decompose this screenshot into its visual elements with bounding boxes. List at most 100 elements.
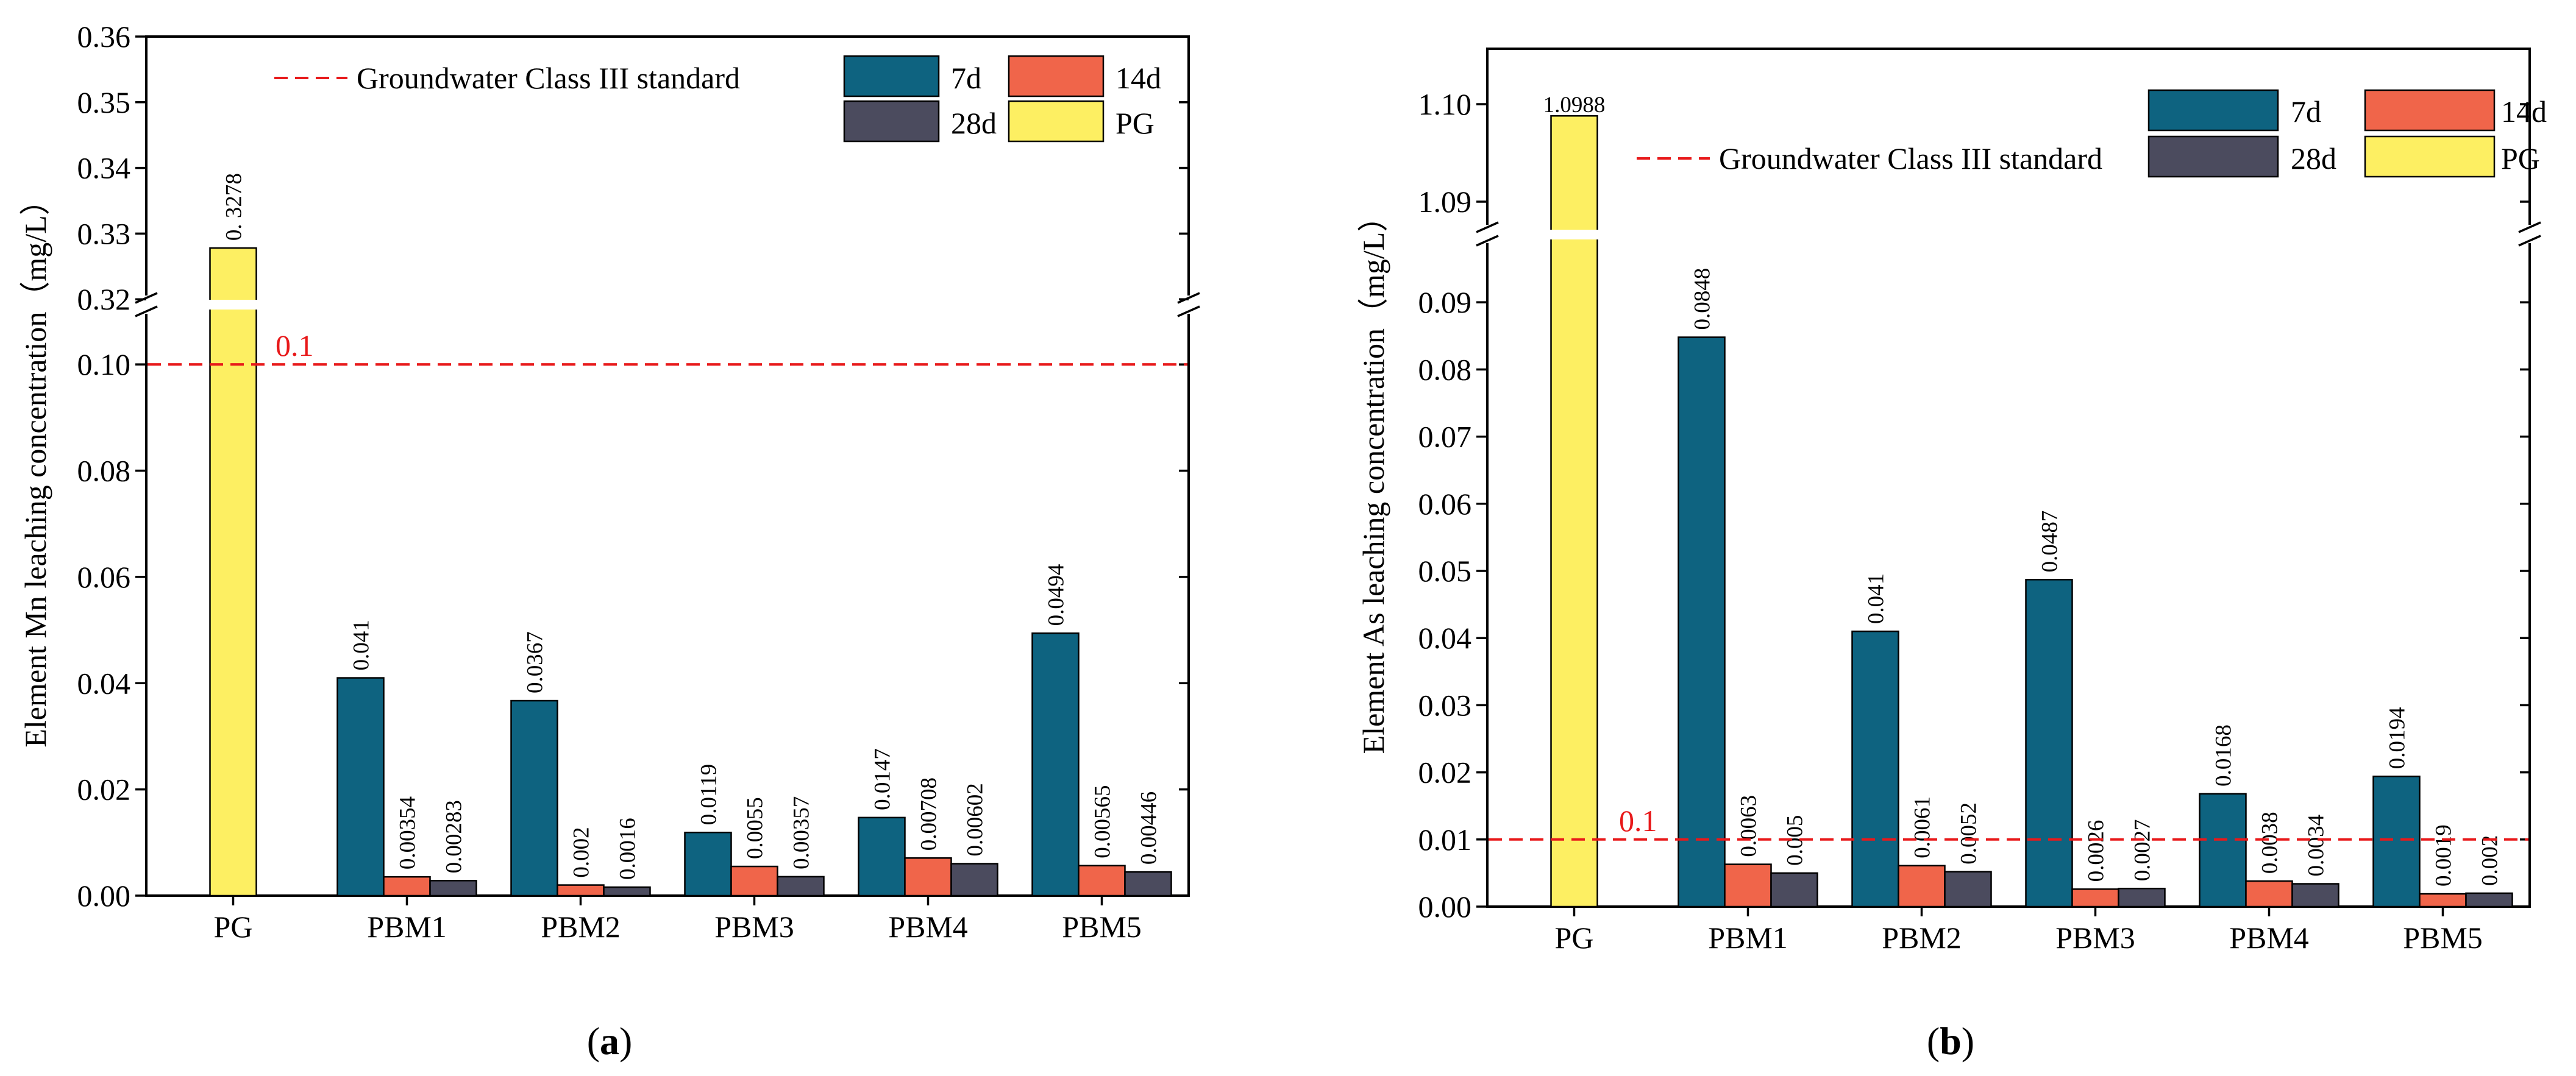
panel-b-legend-pg-text: PG bbox=[2501, 141, 2540, 175]
a-bar-pg bbox=[209, 247, 257, 897]
b-label-pbm2-14d: 0.0061 bbox=[1910, 796, 1935, 858]
a-label-pbm3-7d: 0.0119 bbox=[697, 764, 722, 825]
panel-b-label: (b) bbox=[1927, 1019, 1974, 1063]
b-ytick-label-low-7: 0.07 bbox=[1418, 420, 1472, 454]
a-bar-pbm4-14d bbox=[904, 857, 952, 897]
b-label-pbm2-28d: 0.0052 bbox=[1957, 802, 1982, 865]
b-bar-pbm1-7d bbox=[1678, 336, 1726, 908]
a-xtick-label-pg: PG bbox=[214, 910, 253, 944]
b-ytick-label-low-8: 0.08 bbox=[1418, 352, 1472, 386]
b-label-pbm4-7d: 0.0168 bbox=[2211, 724, 2236, 787]
panel-a-legend-7d-swatch bbox=[843, 55, 940, 97]
a-label-pbm2-14d: 0.002 bbox=[569, 827, 594, 877]
b-bar-pbm1-28d bbox=[1770, 872, 1818, 908]
a-label-pbm2-7d: 0.0367 bbox=[523, 631, 548, 693]
a-bar-pbm5-28d bbox=[1124, 871, 1172, 897]
a-label-pbm5-7d: 0.0494 bbox=[1044, 564, 1069, 626]
b-xtick-label-pbm2: PBM2 bbox=[1882, 921, 1962, 955]
panel-b-legend-14d-swatch bbox=[2364, 89, 2496, 132]
panel-a-label-letter: a bbox=[600, 1019, 619, 1063]
b-bar-pbm3-14d bbox=[2071, 888, 2119, 908]
a-bar-pbm3-28d bbox=[777, 876, 825, 897]
panel-b-legend-7d-text: 7d bbox=[2291, 94, 2321, 129]
panel-a-legend-standard-text: Groundwater Class III standard bbox=[357, 61, 740, 95]
a-bar-pbm3-7d bbox=[684, 832, 732, 897]
b-ytick-label-low-9: 0.09 bbox=[1418, 285, 1472, 319]
a-ytick-label-low-0: 0.00 bbox=[77, 879, 131, 913]
b-ytick-label-up-1: 1.10 bbox=[1418, 87, 1472, 121]
panel-a-legend-14d-swatch bbox=[1008, 55, 1105, 97]
a-xtick-label-pbm2: PBM2 bbox=[541, 910, 621, 944]
a-label-pbm3-14d: 0.0055 bbox=[743, 797, 768, 859]
panel-b-label-close: ) bbox=[1962, 1019, 1974, 1063]
a-bar-pbm5-14d bbox=[1078, 865, 1126, 897]
b-ytick-label-low-6: 0.06 bbox=[1418, 487, 1472, 521]
a-xtick-label-pbm3: PBM3 bbox=[714, 910, 794, 944]
b-ytick-label-low-3: 0.03 bbox=[1418, 688, 1472, 722]
a-label-pbm1-7d: 0.041 bbox=[349, 620, 374, 670]
panel-a-label-close: ) bbox=[619, 1019, 632, 1063]
panel-b-legend: 7d 14d Groundwater Class III standard 28… bbox=[1637, 89, 2547, 178]
a-ytick-label-low-4: 0.08 bbox=[77, 454, 131, 488]
panel-a-label-open: ( bbox=[587, 1019, 600, 1063]
b-bar-pbm5-14d bbox=[2419, 893, 2467, 908]
a-bar-pbm2-7d bbox=[510, 699, 558, 897]
a-label-pbm4-14d: 0.00708 bbox=[917, 777, 942, 851]
b-ytick-label-low-0: 0.00 bbox=[1418, 890, 1472, 924]
b-label-pbm4-14d: 0.0038 bbox=[2258, 812, 2283, 874]
b-ytick-label-low-1: 0.01 bbox=[1418, 823, 1472, 857]
a-xtick-label-pbm1: PBM1 bbox=[367, 910, 447, 944]
panel-b-label-letter: b bbox=[1940, 1019, 1962, 1063]
b-xtick-label-pbm5: PBM5 bbox=[2403, 921, 2483, 955]
panel-b-legend-28d-text: 28d bbox=[2291, 141, 2336, 175]
a-bar-pbm5-7d bbox=[1031, 632, 1080, 897]
b-bar-pg bbox=[1550, 115, 1598, 908]
panel-b-legend-28d-swatch bbox=[2147, 135, 2279, 178]
b-bar-pbm5-7d bbox=[2372, 775, 2421, 908]
a-label-pbm1-14d: 0.00354 bbox=[396, 796, 421, 869]
panel-a-standard-label: 0.1 bbox=[276, 328, 314, 363]
b-label-pbm3-14d: 0.0026 bbox=[2084, 820, 2109, 882]
a-ytick-label-low-1: 0.02 bbox=[77, 773, 131, 807]
b-bar-pbm2-7d bbox=[1851, 630, 1899, 908]
a-label-pg: 0. 3278 bbox=[222, 173, 247, 241]
b-bar-pbm1-14d bbox=[1724, 863, 1772, 908]
b-label-pbm3-28d: 0.0027 bbox=[2130, 819, 2155, 881]
panel-b-legend-7d-swatch bbox=[2147, 89, 2279, 132]
panel-b-x-ticks: PG PBM1 PBM2 PBM3 PBM4 PBM5 bbox=[1555, 907, 2483, 955]
panel-a-label: (a) bbox=[587, 1019, 633, 1063]
a-ytick-label-up-1: 0.33 bbox=[77, 216, 131, 250]
b-label-pbm2-7d: 0.041 bbox=[1864, 573, 1889, 624]
a-label-pbm2-28d: 0.0016 bbox=[616, 818, 641, 880]
panel-a-axis-break-left bbox=[135, 292, 158, 317]
panel-b: 0.00 0.01 0.02 0.03 0.04 0.05 0.06 0.07 0.08 0.09… bbox=[1356, 48, 2547, 1063]
panel-a-legend-28d-swatch bbox=[843, 100, 940, 143]
panel-b-legend-14d-text: 14d bbox=[2501, 94, 2547, 129]
a-bar-pbm1-7d bbox=[336, 677, 385, 897]
panel-a-x-ticks: PG PBM1 PBM2 PBM3 PBM4 PBM5 bbox=[214, 896, 1142, 944]
a-bar-pbm2-28d bbox=[603, 886, 651, 897]
panel-a-y-axis-title: Element Mn leaching concentration（mg/L） bbox=[18, 185, 52, 747]
a-bar-pg-break bbox=[207, 300, 259, 310]
panel-a-legend-pg-text: PG bbox=[1115, 106, 1155, 140]
a-ytick-label-up-0: 0.32 bbox=[77, 282, 131, 316]
b-ytick-label-low-5: 0.05 bbox=[1418, 554, 1472, 588]
a-ytick-label-up-3: 0.35 bbox=[77, 85, 131, 119]
panel-a: 0.00 0.02 0.04 0.06 0.08 0.10 0.32 0.33 0.34 0.35… bbox=[18, 19, 1200, 1063]
panel-b-legend-pg-swatch bbox=[2364, 135, 2496, 178]
b-xtick-label-pbm1: PBM1 bbox=[1708, 921, 1788, 955]
panel-a-bars: 0. 3278 0.041 0.0367 0.0119 0.0147 0.0494 0.00… bbox=[207, 173, 1172, 897]
b-xtick-label-pg: PG bbox=[1555, 921, 1594, 955]
b-label-pg: 1.0988 bbox=[1543, 93, 1606, 118]
b-bar-pbm5-28d bbox=[2465, 892, 2513, 908]
b-bar-pbm4-7d bbox=[2199, 793, 2247, 908]
panel-b-y-axis-title: Element As leaching concentration（mg/L） bbox=[1356, 202, 1390, 754]
panel-b-y-ticks: 0.00 0.01 0.02 0.03 0.04 0.05 0.06 0.07 0.08 0.09… bbox=[1418, 87, 2530, 924]
panel-b-axis-break-left bbox=[1476, 221, 1499, 247]
b-label-pbm5-7d: 0.0194 bbox=[2385, 707, 2410, 769]
a-ytick-label-low-3: 0.06 bbox=[77, 560, 131, 594]
a-xtick-label-pbm4: PBM4 bbox=[888, 910, 968, 944]
panel-b-plot-frame bbox=[1486, 48, 2531, 908]
b-label-pbm5-14d: 0.0019 bbox=[2432, 824, 2457, 887]
